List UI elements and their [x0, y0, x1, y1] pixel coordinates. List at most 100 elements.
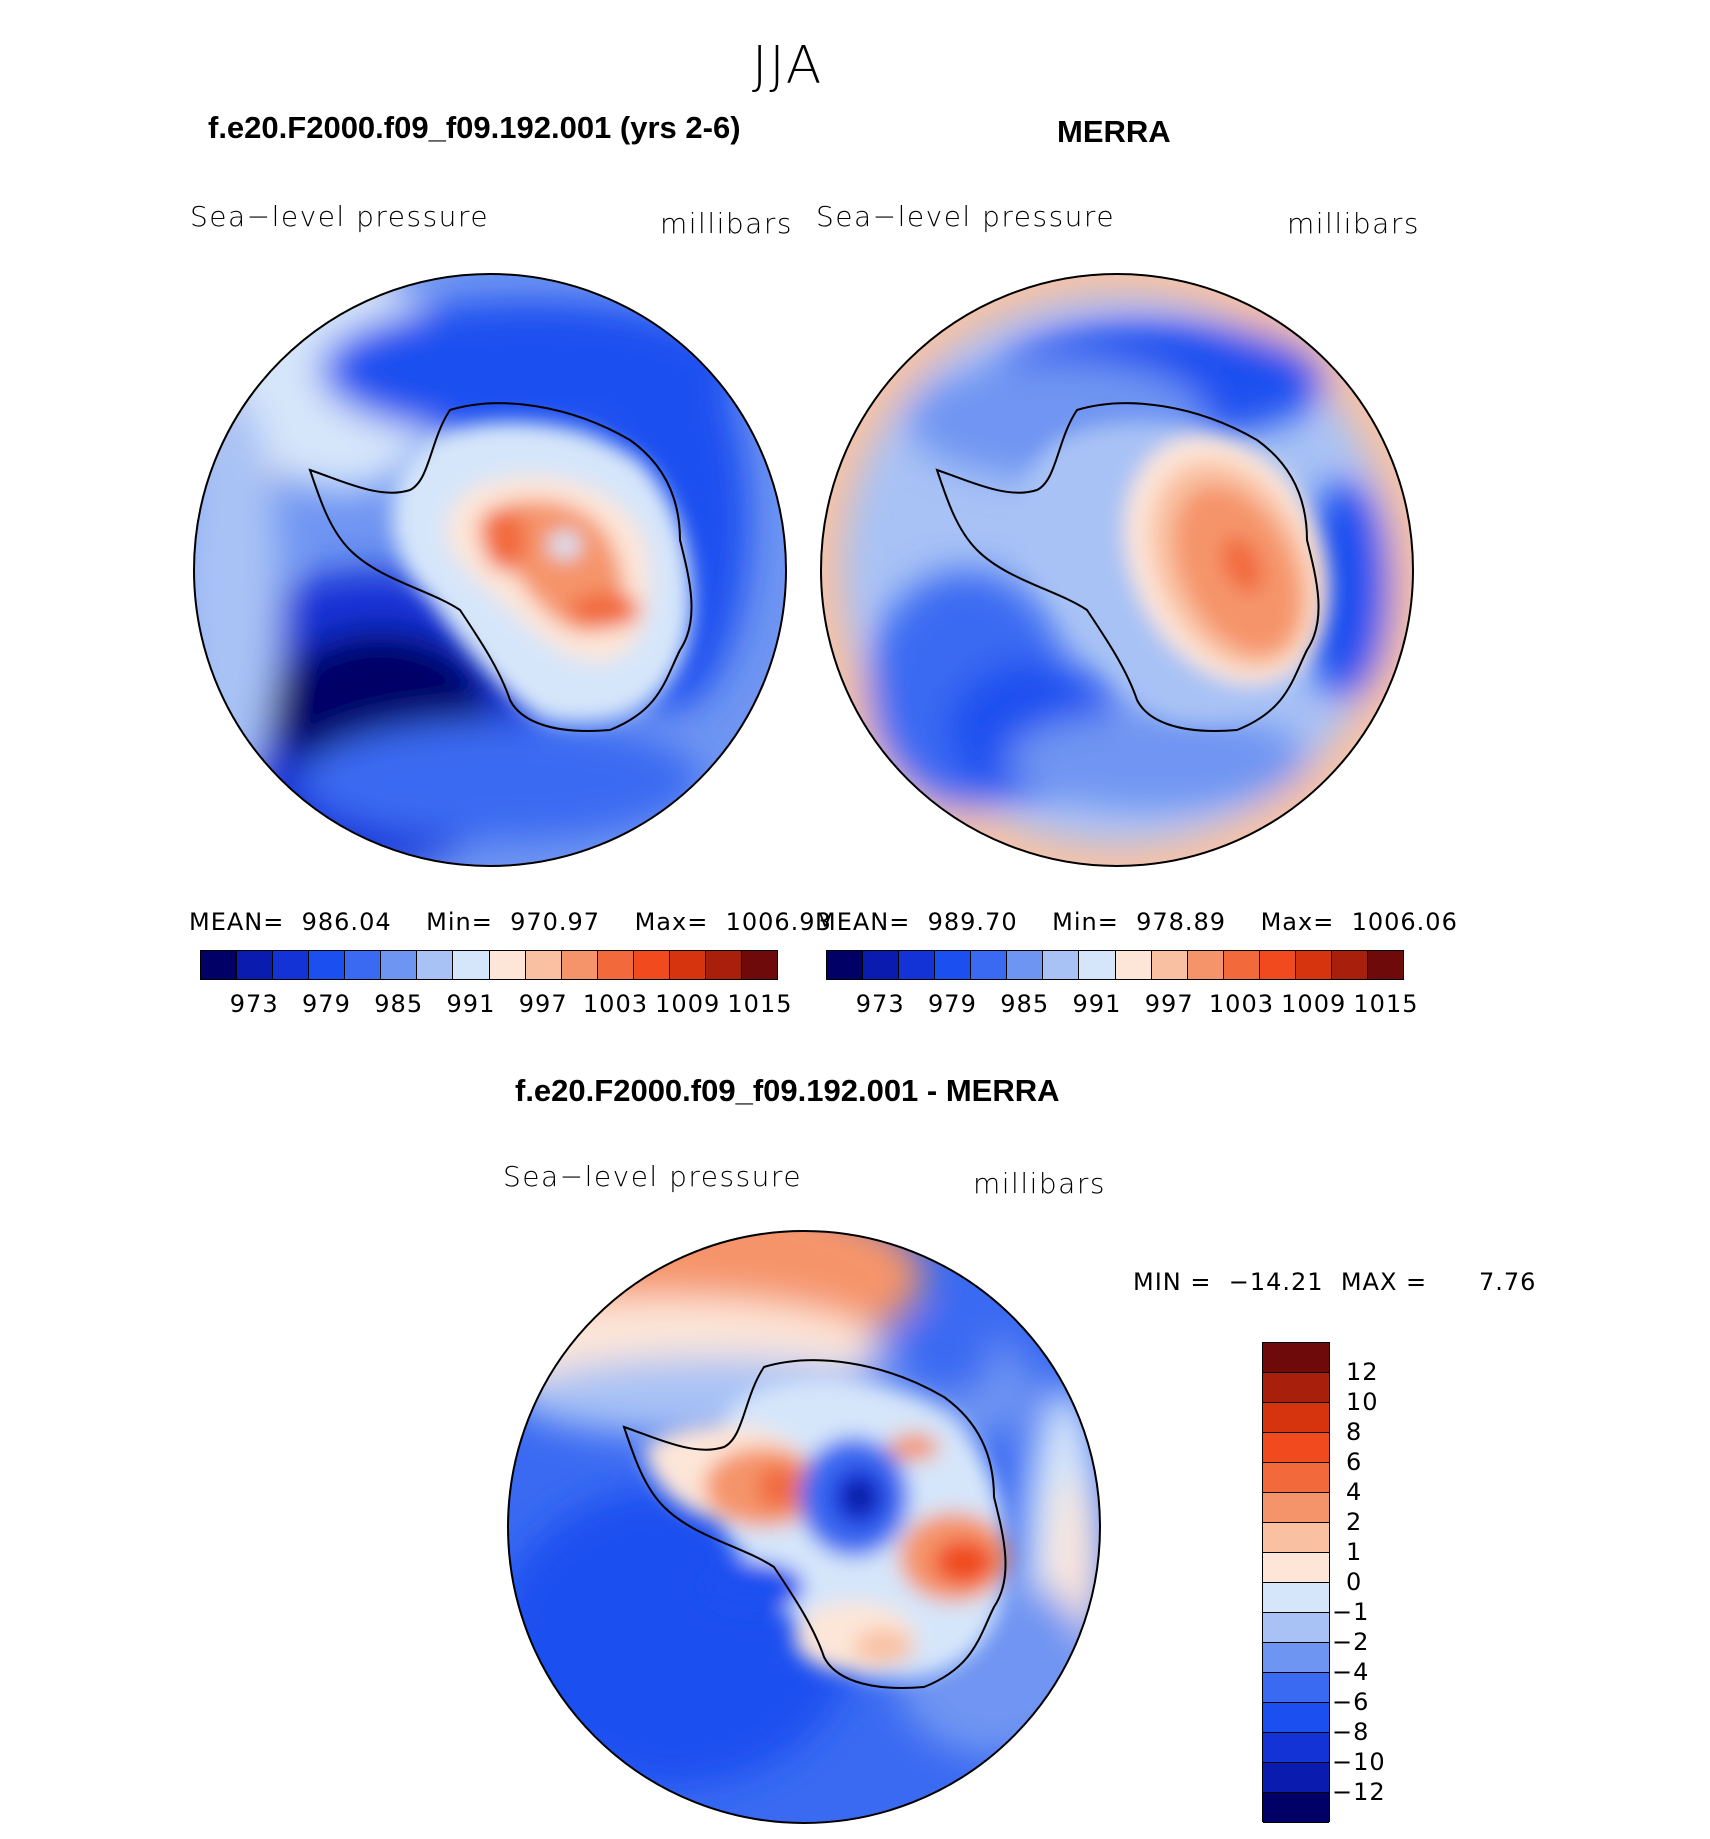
colorbar-swatch [1187, 951, 1224, 979]
panel-1-title: f.e20.F2000.f09_f09.192.001 (yrs 2-6) [208, 110, 741, 145]
panel-1-min-label: Min= [426, 908, 493, 936]
colorbar-tick-label: 973 [229, 990, 279, 1018]
panel-2-stats: MEAN= 989.70 Min= 978.89 Max= 1006.06 [815, 908, 1458, 936]
colorbar-swatch [1223, 951, 1260, 979]
colorbar-tick-label: 1 [1346, 1538, 1363, 1566]
colorbar-tick-label: 1003 [1208, 990, 1274, 1018]
colorbar-swatch [1367, 951, 1403, 979]
colorbar-swatch [863, 951, 900, 979]
colorbar-swatch [1263, 1523, 1329, 1553]
panel-2-colorbar [826, 950, 1404, 980]
colorbar-swatch [1263, 1583, 1329, 1613]
colorbar-swatch [1115, 951, 1152, 979]
colorbar-swatch [597, 951, 634, 979]
colorbar-swatch [489, 951, 526, 979]
panel-2-units-label: millibars [1287, 207, 1420, 240]
colorbar-tick-label: 979 [302, 990, 351, 1018]
colorbar-tick-label: −8 [1332, 1718, 1370, 1746]
panel-2-title: MERRA [1057, 114, 1171, 149]
colorbar-tick-label: −10 [1332, 1748, 1386, 1776]
colorbar-swatch [1263, 1673, 1329, 1703]
colorbar-tick-label: −2 [1332, 1628, 1370, 1656]
colorbar-swatch [561, 951, 598, 979]
panel-1-min-value: 970.97 [510, 908, 601, 936]
colorbar-swatch [1263, 1793, 1329, 1823]
panel-1-colorbar-ticks: 973 979 985 991 997 1003 1009 1015 [200, 990, 792, 1020]
colorbar-swatch [1263, 1613, 1329, 1643]
difference-colorbar [1262, 1342, 1330, 1823]
colorbar-swatch [1007, 951, 1044, 979]
colorbar-swatch [633, 951, 670, 979]
difference-max-value: 7.76 [1478, 1268, 1537, 1296]
colorbar-swatch [741, 951, 777, 979]
panel-1-mean-label: MEAN= [189, 908, 285, 936]
panel-1-map [193, 273, 787, 867]
colorbar-swatch [1263, 1343, 1329, 1373]
difference-min-value: −14.21 [1228, 1268, 1324, 1296]
difference-colorbar-ticks: 12 10 8 6 4 2 1 0 −1 −2 −4 −6 −8 −10 −12 [1332, 1342, 1426, 1822]
colorbar-swatch [309, 951, 346, 979]
difference-minmax: MIN = −14.21 MAX = 7.76 [1133, 1268, 1536, 1296]
colorbar-swatch [1263, 1703, 1329, 1733]
difference-max-label: MAX = [1340, 1268, 1428, 1296]
colorbar-tick-label: 6 [1346, 1448, 1363, 1476]
colorbar-tick-label: 12 [1346, 1358, 1379, 1386]
colorbar-swatch [1263, 1373, 1329, 1403]
panel-1-units-label: millibars [660, 207, 793, 240]
difference-variable-label: Sea−level pressure [503, 1160, 803, 1193]
colorbar-swatch [971, 951, 1008, 979]
colorbar-tick-label: 1009 [1281, 990, 1347, 1018]
panel-1-stats: MEAN= 986.04 Min= 970.97 Max= 1006.93 [189, 908, 832, 936]
difference-units-label: millibars [973, 1167, 1106, 1200]
colorbar-tick-label: 973 [855, 990, 905, 1018]
colorbar-swatch [1263, 1733, 1329, 1763]
colorbar-tick-label: −1 [1332, 1598, 1370, 1626]
colorbar-tick-label: 1009 [655, 990, 721, 1018]
colorbar-tick-label: −4 [1332, 1658, 1370, 1686]
panel-2-min-value: 978.89 [1136, 908, 1227, 936]
colorbar-tick-label: 985 [1000, 990, 1050, 1018]
colorbar-tick-label: 985 [374, 990, 424, 1018]
panel-2-max-value: 1006.06 [1351, 908, 1458, 936]
colorbar-tick-label: 1003 [582, 990, 648, 1018]
colorbar-tick-label: 2 [1346, 1508, 1363, 1536]
panel-1-colorbar [200, 950, 778, 980]
colorbar-tick-label: 979 [928, 990, 977, 1018]
colorbar-swatch [1263, 1433, 1329, 1463]
colorbar-swatch [935, 951, 972, 979]
panel-1-variable-label: Sea−level pressure [190, 200, 490, 233]
colorbar-swatch [1331, 951, 1368, 979]
colorbar-swatch [1263, 1643, 1329, 1673]
panel-2-variable-label: Sea−level pressure [816, 200, 1116, 233]
colorbar-swatch [827, 951, 864, 979]
colorbar-swatch [1263, 1553, 1329, 1583]
colorbar-tick-label: 4 [1346, 1478, 1363, 1506]
colorbar-swatch [201, 951, 238, 979]
colorbar-tick-label: −12 [1332, 1778, 1386, 1806]
colorbar-tick-label: 1015 [727, 990, 793, 1018]
colorbar-tick-label: −6 [1332, 1688, 1370, 1716]
colorbar-swatch [237, 951, 274, 979]
colorbar-swatch [1263, 1493, 1329, 1523]
colorbar-swatch [453, 951, 490, 979]
colorbar-swatch [1263, 1763, 1329, 1793]
colorbar-swatch [1043, 951, 1080, 979]
panel-2-colorbar-ticks: 973 979 985 991 997 1003 1009 1015 [826, 990, 1418, 1020]
colorbar-swatch [1151, 951, 1188, 979]
colorbar-tick-label: 10 [1346, 1388, 1379, 1416]
panel-2-mean-value: 989.70 [927, 908, 1018, 936]
colorbar-swatch [705, 951, 742, 979]
colorbar-swatch [1263, 1403, 1329, 1433]
colorbar-swatch [273, 951, 310, 979]
colorbar-swatch [417, 951, 454, 979]
panel-2-max-label: Max= [1260, 908, 1335, 936]
colorbar-swatch [1259, 951, 1296, 979]
colorbar-swatch [345, 951, 382, 979]
colorbar-swatch [1079, 951, 1116, 979]
panel-2-mean-label: MEAN= [815, 908, 911, 936]
colorbar-tick-label: 8 [1346, 1418, 1363, 1446]
colorbar-tick-label: 991 [1072, 990, 1122, 1018]
colorbar-swatch [525, 951, 562, 979]
colorbar-swatch [1295, 951, 1332, 979]
colorbar-swatch [899, 951, 936, 979]
